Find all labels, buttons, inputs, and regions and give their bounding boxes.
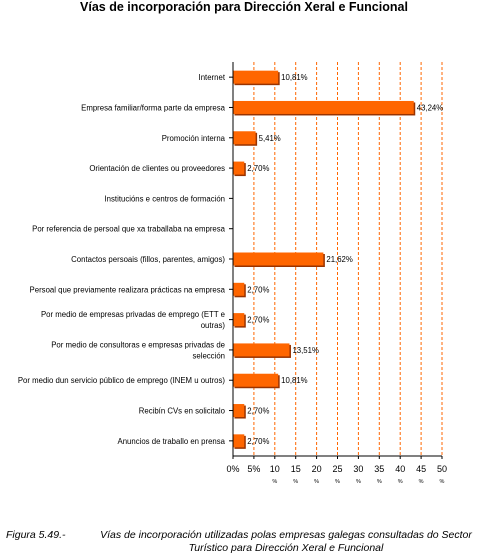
bar-6 <box>233 252 324 266</box>
x-tick-label-0: 0% <box>226 464 239 474</box>
data-label-11: 2,70% <box>247 407 269 416</box>
chart-title: Vías de incorporación para Dirección Xer… <box>80 0 408 14</box>
x-tick-label-1: 5% <box>247 464 260 474</box>
data-label-3: 2,70% <box>247 164 269 173</box>
x-tick-label-7: 35 <box>374 464 384 474</box>
category-label-7: Persoal que previamente realizara prácti… <box>30 285 226 294</box>
bar-1 <box>233 100 414 114</box>
data-label-7: 2,70% <box>247 285 269 294</box>
bar-11 <box>233 404 245 418</box>
data-label-2: 5,41% <box>259 134 281 143</box>
bar-3 <box>233 161 245 175</box>
bars <box>233 70 416 449</box>
data-label-6: 21,62% <box>326 255 353 264</box>
category-label-10: Por medio dun servicio público de empreg… <box>18 376 226 385</box>
horizontal-bar-chart: Internet 10,81% Empresa familiar/forma par… <box>18 62 447 485</box>
bar-9 <box>233 343 290 357</box>
category-label-11: Recibín CVs en solicitalo <box>139 407 226 416</box>
x-tick-label-8: 40 <box>395 464 405 474</box>
x-tick-label-2: 10 <box>270 464 280 474</box>
category-label-3: Orientación de clientes ou proveedores <box>89 164 225 173</box>
category-label-9: Por medio de consultoras e empresas priv… <box>51 340 225 360</box>
category-label-2: Promoción interna <box>162 134 226 143</box>
x-tick-suffix-8: % <box>398 479 403 485</box>
x-tick-suffix-7: % <box>377 479 382 485</box>
x-tick-suffix-3: % <box>293 479 298 485</box>
figure-caption: Figura 5.49.- Vías de incorporación util… <box>6 529 484 555</box>
data-label-10: 10,81% <box>281 376 308 385</box>
x-tick-label-10: 50 <box>437 464 447 474</box>
category-label-6: Contactos persoais (fillos, parentes, am… <box>71 255 225 264</box>
bar-12 <box>233 434 245 448</box>
category-label-12: Anuncios de traballo en prensa <box>118 437 226 446</box>
data-label-12: 2,70% <box>247 437 269 446</box>
category-label-5: Por referencia de persoal que xa traball… <box>32 225 226 234</box>
caption-label: Figura 5.49.- <box>6 529 66 541</box>
bar-8 <box>233 313 245 327</box>
x-tick-suffix-6: % <box>356 479 361 485</box>
axes <box>229 62 443 459</box>
x-tick-label-5: 25 <box>332 464 342 474</box>
labels: Internet 10,81% Empresa familiar/forma par… <box>18 73 447 485</box>
x-tick-suffix-9: % <box>419 479 424 485</box>
bar-7 <box>233 282 245 296</box>
x-tick-label-6: 30 <box>353 464 363 474</box>
x-tick-suffix-10: % <box>440 479 445 485</box>
x-tick-suffix-5: % <box>335 479 340 485</box>
x-tick-label-4: 20 <box>312 464 322 474</box>
data-label-8: 2,70% <box>247 316 269 325</box>
data-label-1: 43,24% <box>417 103 444 112</box>
category-label-4: Institucións e centros de formación <box>105 194 225 203</box>
category-label-0: Internet <box>199 73 226 82</box>
x-tick-suffix-2: % <box>272 479 277 485</box>
x-tick-label-9: 45 <box>416 464 426 474</box>
bar-2 <box>233 131 256 145</box>
bar-0 <box>233 70 279 84</box>
category-label-1: Empresa familiar/forma parte da empresa <box>81 103 226 112</box>
caption-line-2: Turístico para Dirección Xeral e Funcion… <box>188 542 384 554</box>
x-tick-label-3: 15 <box>291 464 301 474</box>
data-label-0: 10,81% <box>281 73 308 82</box>
bar-10 <box>233 373 279 387</box>
x-tick-suffix-4: % <box>314 479 319 485</box>
category-label-8: Por medio de empresas privadas de empreg… <box>41 310 225 330</box>
caption-line-1: Vías de incorporación utilizadas polas e… <box>100 529 472 541</box>
data-label-9: 13,51% <box>292 346 319 355</box>
